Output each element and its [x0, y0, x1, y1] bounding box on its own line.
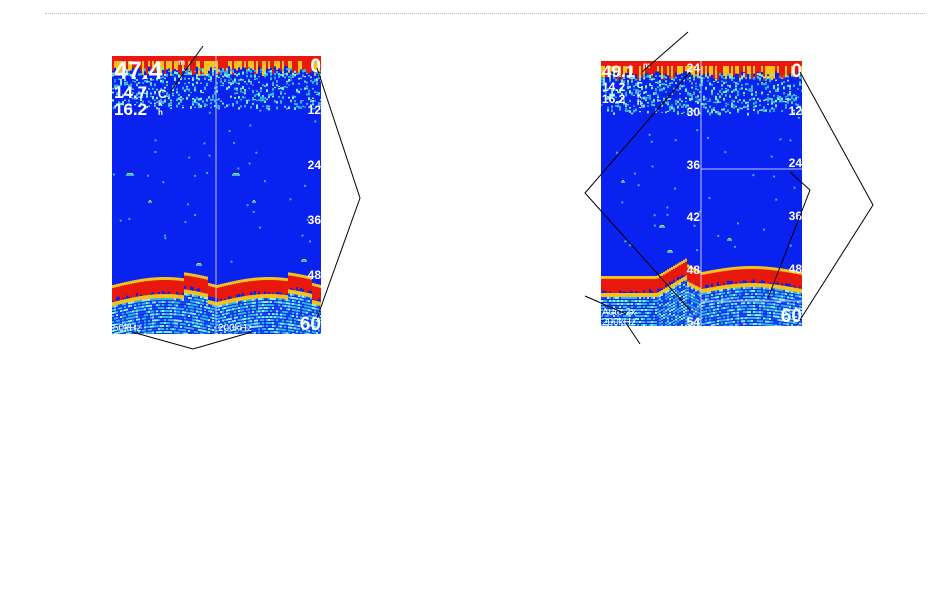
water-temp-reading: 14.7 — [114, 83, 148, 102]
depth-scale-label: 12 — [788, 104, 802, 118]
callout-line-readings — [641, 31, 689, 73]
speed-reading: 16.2 — [602, 92, 626, 106]
callout-bracket-depth-scale — [316, 67, 361, 319]
water-temp-reading: 14.2 — [602, 80, 626, 94]
zoom-scale-label: 30 — [686, 105, 700, 119]
depth-scale-label: 48 — [788, 262, 802, 276]
depth-scale-label: 24 — [788, 156, 802, 170]
depth-scale-label: 12 — [307, 103, 321, 117]
depth-unit: m — [643, 61, 651, 70]
zoom-scale-label: 54 — [686, 315, 700, 326]
depth-scale-label: 36 — [307, 213, 321, 227]
sonar-image-split-frequency — [112, 56, 321, 334]
callout-bracket-frequency — [131, 331, 253, 350]
callout-line-frequency — [625, 322, 641, 345]
frequency-label-left: 50kHz — [113, 323, 142, 334]
depth-scale-label: 24 — [307, 158, 321, 172]
callout-bracket-zoom-scale — [584, 71, 691, 311]
sonar-screen-zoom: 49.1 m 14.2 C 16.2 k h 24 30 36 42 48 54… — [601, 61, 802, 326]
depth-reading: 49.1 — [602, 62, 636, 81]
depth-scale-bottom: 60 — [780, 306, 802, 326]
frequency-label-right: 200kHz — [218, 323, 252, 334]
water-temp-unit: C — [637, 81, 643, 90]
speed-reading: 16.2 — [114, 100, 148, 119]
callout-line-readings — [169, 45, 204, 93]
depth-reading: 47.4 — [114, 57, 163, 85]
depth-unit: m — [178, 58, 186, 67]
sonar-screen-split-frequency: 47.4 m 14.7 C 16.2 k h 0 12 24 36 48 60 … — [112, 56, 321, 334]
callout-bracket-zoom-window — [767, 171, 811, 299]
speed-unit-bottom: h — [637, 98, 642, 107]
zoom-scale-label: 36 — [686, 158, 700, 172]
zoom-scale-label: 42 — [686, 210, 700, 224]
callout-line-zoom-mode — [584, 295, 627, 315]
speed-unit-top: k — [158, 99, 163, 108]
zoom-scale-label: 48 — [686, 263, 700, 277]
speed-unit-top: k — [637, 91, 642, 100]
zoom-mode-label: Auto 2x — [602, 307, 636, 318]
depth-scale-top: 0 — [310, 56, 321, 77]
frequency-label: 200kHz — [602, 317, 636, 327]
page-header-rule — [45, 13, 925, 14]
water-temp-unit: C — [158, 87, 167, 101]
depth-scale-label: 48 — [307, 268, 321, 282]
sonar-image-zoom — [601, 61, 802, 326]
zoom-scale-label: 24 — [686, 61, 700, 75]
speed-unit-bottom: h — [158, 108, 163, 117]
depth-scale-bottom: 60 — [299, 314, 321, 334]
depth-scale-top: 0 — [791, 61, 802, 82]
callout-bracket-depth-scale — [799, 71, 874, 321]
